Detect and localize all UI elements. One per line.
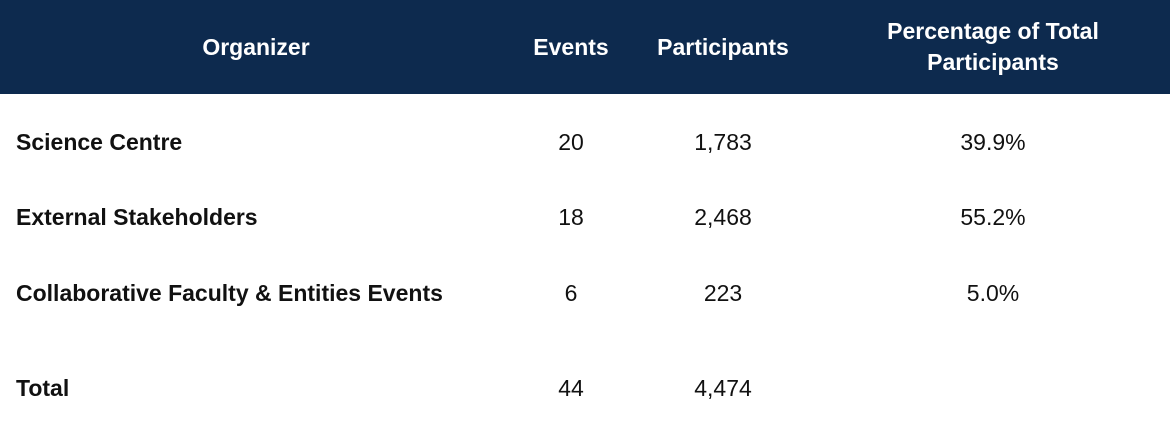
- header-events: Events: [533, 33, 609, 60]
- header-participants: Participants: [657, 33, 789, 60]
- header-percentage-line1: Percentage of Total: [887, 18, 1099, 44]
- header-organizer: Organizer: [202, 33, 310, 60]
- events-cell: 6: [564, 279, 578, 306]
- events-cell: 18: [558, 203, 584, 230]
- header-percentage: Percentage of Total Participants: [816, 0, 1170, 94]
- total-percentage: [816, 368, 1170, 408]
- percentage-cell: 55.2%: [960, 203, 1026, 230]
- organizer-cell: Collaborative Faculty & Entities Events: [16, 279, 443, 306]
- table-row: Science Centre 20 1,783 39.9%: [0, 122, 1170, 162]
- total-row: Total 44 4,474: [0, 368, 1170, 408]
- total-participants: 4,474: [694, 374, 752, 401]
- table-header: Organizer Events Participants Percentage…: [0, 0, 1170, 94]
- events-cell: 20: [558, 128, 584, 155]
- table-row: External Stakeholders 18 2,468 55.2%: [0, 197, 1170, 237]
- participants-cell: 1,783: [694, 128, 752, 155]
- header-percentage-line2: Participants: [927, 49, 1059, 75]
- table-row: Collaborative Faculty & Entities Events …: [0, 273, 1170, 313]
- total-events: 44: [558, 374, 584, 401]
- participants-cell: 223: [703, 279, 743, 306]
- percentage-cell: 5.0%: [966, 279, 1020, 306]
- participants-cell: 2,468: [694, 203, 752, 230]
- percentage-cell: 39.9%: [960, 128, 1026, 155]
- organizer-cell: External Stakeholders: [16, 203, 258, 230]
- organizer-cell: Science Centre: [16, 128, 183, 155]
- total-label: Total: [16, 374, 70, 401]
